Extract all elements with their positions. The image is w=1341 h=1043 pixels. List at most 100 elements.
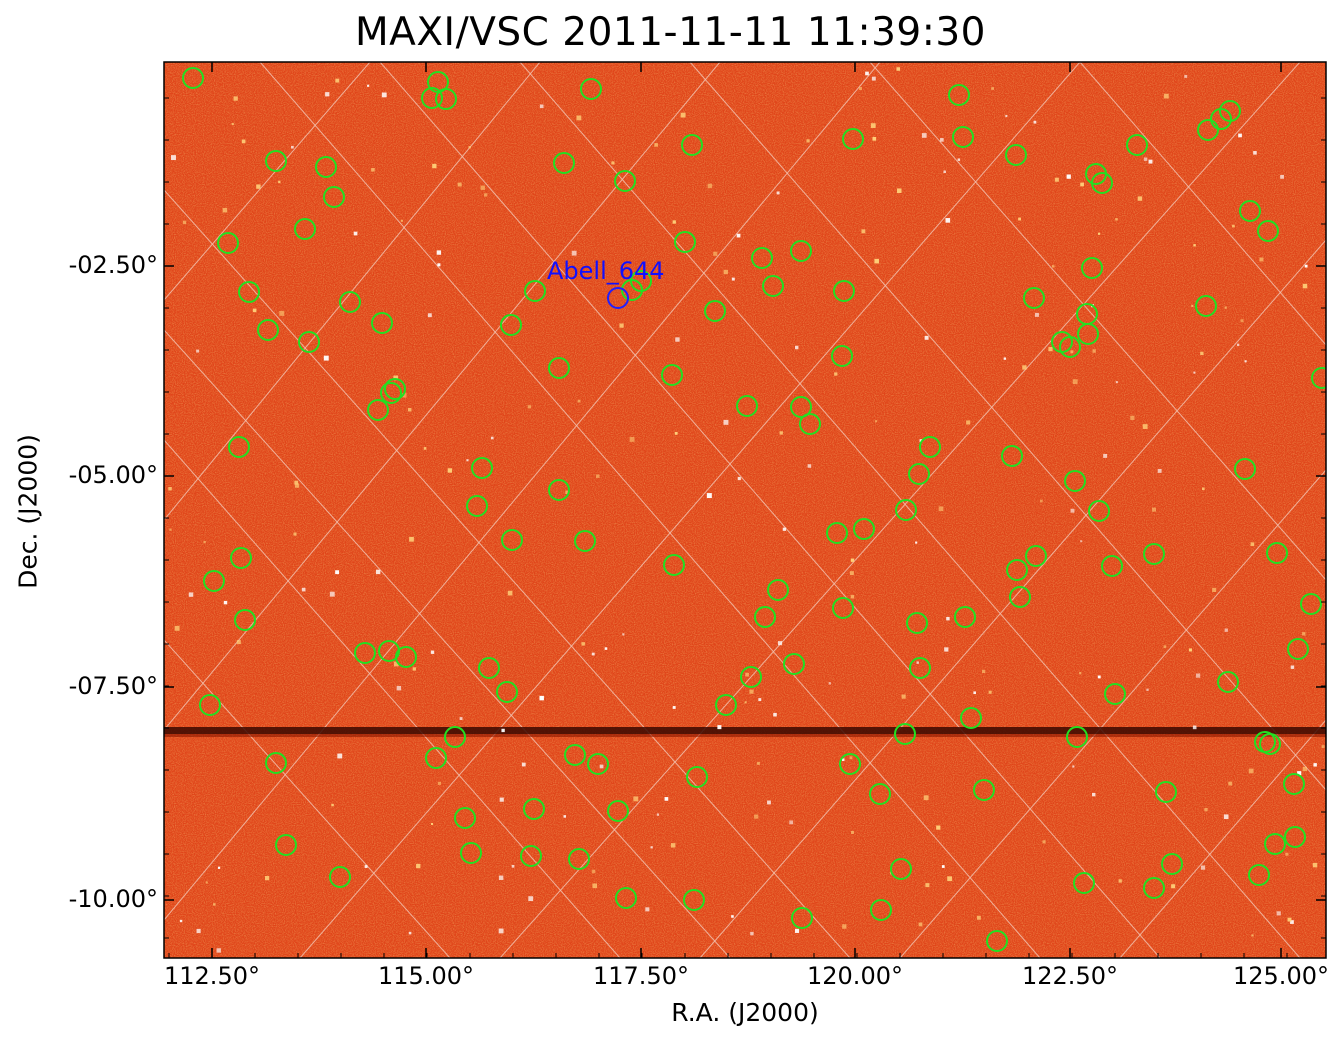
source-circle[interactable]: [460, 842, 482, 864]
source-circle[interactable]: [894, 723, 916, 745]
source-circle[interactable]: [294, 218, 316, 240]
source-circle[interactable]: [909, 657, 931, 679]
source-circle[interactable]: [740, 666, 762, 688]
source-circle[interactable]: [564, 744, 586, 766]
source-circle[interactable]: [1101, 555, 1123, 577]
source-circle[interactable]: [790, 396, 812, 418]
source-circle[interactable]: [674, 231, 696, 253]
source-circle[interactable]: [1059, 336, 1081, 358]
source-circle[interactable]: [615, 887, 637, 909]
source-circle[interactable]: [454, 807, 476, 829]
source-circle[interactable]: [425, 747, 447, 769]
source-circle[interactable]: [1284, 826, 1306, 848]
source-circle[interactable]: [869, 783, 891, 805]
source-circle[interactable]: [895, 499, 917, 521]
source-circle[interactable]: [754, 606, 776, 628]
source-circle[interactable]: [435, 88, 457, 110]
source-circle[interactable]: [520, 845, 542, 867]
source-circle[interactable]: [1311, 367, 1332, 389]
source-circle[interactable]: [471, 457, 493, 479]
source-circle[interactable]: [371, 312, 393, 334]
source-circle[interactable]: [767, 579, 789, 601]
source-circle[interactable]: [790, 240, 812, 262]
source-circle[interactable]: [587, 753, 609, 775]
source-circle[interactable]: [853, 518, 875, 540]
source-circle[interactable]: [478, 657, 500, 679]
source-circle[interactable]: [275, 834, 297, 856]
source-circle[interactable]: [548, 479, 570, 501]
source-circle[interactable]: [1081, 257, 1103, 279]
source-circle[interactable]: [952, 126, 974, 148]
source-circle[interactable]: [203, 570, 225, 592]
source-circle[interactable]: [1248, 864, 1270, 886]
source-circle[interactable]: [1104, 683, 1126, 705]
source-circle[interactable]: [890, 858, 912, 880]
source-circle[interactable]: [265, 150, 287, 172]
source-circle[interactable]: [323, 186, 345, 208]
source-circle[interactable]: [762, 275, 784, 297]
source-circle[interactable]: [1091, 172, 1113, 194]
source-circle[interactable]: [230, 547, 252, 569]
source-circle[interactable]: [500, 314, 522, 336]
source-circle[interactable]: [954, 606, 976, 628]
source-circle[interactable]: [1023, 287, 1045, 309]
source-circle[interactable]: [614, 170, 636, 192]
source-circle[interactable]: [661, 364, 683, 386]
source-circle[interactable]: [906, 612, 928, 634]
source-circle[interactable]: [574, 530, 596, 552]
source-circle[interactable]: [568, 848, 590, 870]
source-circle[interactable]: [832, 597, 854, 619]
source-circle[interactable]: [681, 134, 703, 156]
source-circle[interactable]: [182, 67, 204, 89]
source-circle[interactable]: [1088, 500, 1110, 522]
source-circle[interactable]: [799, 413, 821, 435]
source-circle[interactable]: [1066, 726, 1088, 748]
source-circle[interactable]: [395, 646, 417, 668]
source-circle[interactable]: [1126, 134, 1148, 156]
source-circle[interactable]: [234, 609, 256, 631]
source-circle[interactable]: [1266, 542, 1288, 564]
source-circle[interactable]: [1001, 445, 1023, 467]
source-circle[interactable]: [607, 800, 629, 822]
source-circle[interactable]: [831, 345, 853, 367]
source-circle[interactable]: [466, 495, 488, 517]
source-circle[interactable]: [704, 300, 726, 322]
source-circle[interactable]: [548, 357, 570, 379]
source-circle[interactable]: [1005, 144, 1027, 166]
source-circle[interactable]: [783, 653, 805, 675]
source-circle[interactable]: [444, 726, 466, 748]
source-circle[interactable]: [1025, 545, 1047, 567]
source-circle[interactable]: [1073, 872, 1095, 894]
source-circle[interactable]: [298, 331, 320, 353]
source-circle[interactable]: [839, 753, 861, 775]
source-circle[interactable]: [1161, 853, 1183, 875]
source-circle[interactable]: [715, 694, 737, 716]
source-circle[interactable]: [523, 798, 545, 820]
source-circle[interactable]: [1217, 671, 1239, 693]
source-circle[interactable]: [1259, 733, 1281, 755]
source-circle[interactable]: [1257, 220, 1279, 242]
source-circle[interactable]: [384, 378, 406, 400]
source-circle[interactable]: [257, 319, 279, 341]
source-circle[interactable]: [908, 463, 930, 485]
source-circle[interactable]: [1283, 773, 1305, 795]
source-circle[interactable]: [1239, 200, 1261, 222]
source-circle[interactable]: [228, 436, 250, 458]
source-circle[interactable]: [842, 128, 864, 150]
source-circle[interactable]: [265, 752, 287, 774]
source-circle[interactable]: [217, 232, 239, 254]
source-circle[interactable]: [960, 707, 982, 729]
source-circle[interactable]: [553, 152, 575, 174]
source-circle[interactable]: [826, 522, 848, 544]
source-circle[interactable]: [751, 247, 773, 269]
source-circle[interactable]: [380, 382, 402, 404]
source-circle[interactable]: [580, 78, 602, 100]
source-circle[interactable]: [791, 907, 813, 929]
source-circle[interactable]: [1009, 586, 1031, 608]
source-circle[interactable]: [1300, 593, 1322, 615]
source-circle[interactable]: [1234, 458, 1256, 480]
source-circle[interactable]: [1064, 470, 1086, 492]
source-circle[interactable]: [986, 930, 1008, 952]
source-circle[interactable]: [1197, 119, 1219, 141]
source-circle[interactable]: [663, 554, 685, 576]
